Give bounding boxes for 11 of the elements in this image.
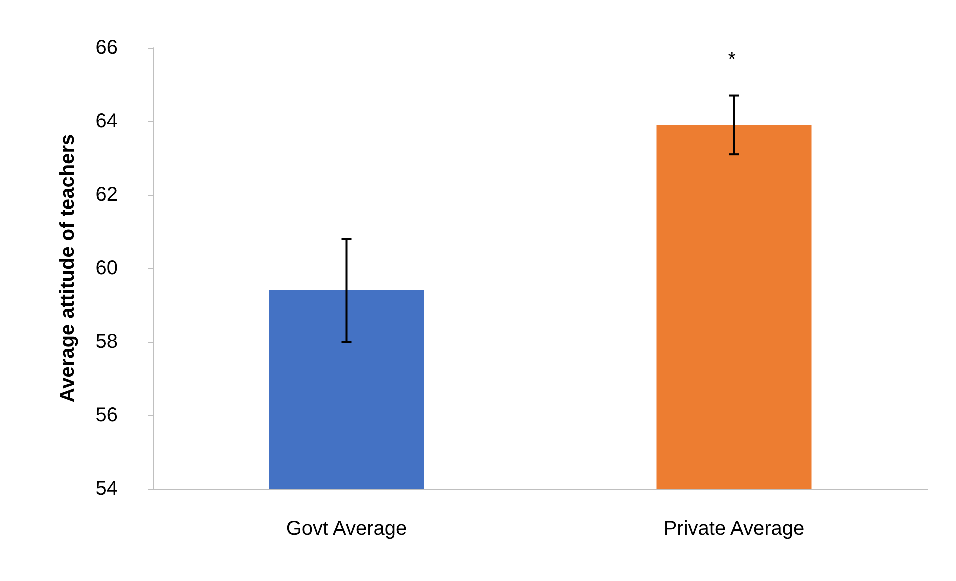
y-axis-title: Average attitude of teachers — [57, 134, 79, 403]
y-tick-label: 66 — [96, 37, 118, 59]
y-tick-label: 62 — [96, 184, 118, 206]
y-tick-label: 58 — [96, 331, 118, 353]
y-tick-label: 56 — [96, 404, 118, 426]
y-tick-label: 64 — [96, 110, 118, 132]
y-tick-label: 60 — [96, 258, 118, 280]
x-tick-label: Private Average — [664, 518, 805, 540]
y-tick-label: 54 — [96, 478, 118, 500]
x-tick-label: Govt Average — [286, 518, 408, 540]
annotation: * — [728, 48, 736, 71]
